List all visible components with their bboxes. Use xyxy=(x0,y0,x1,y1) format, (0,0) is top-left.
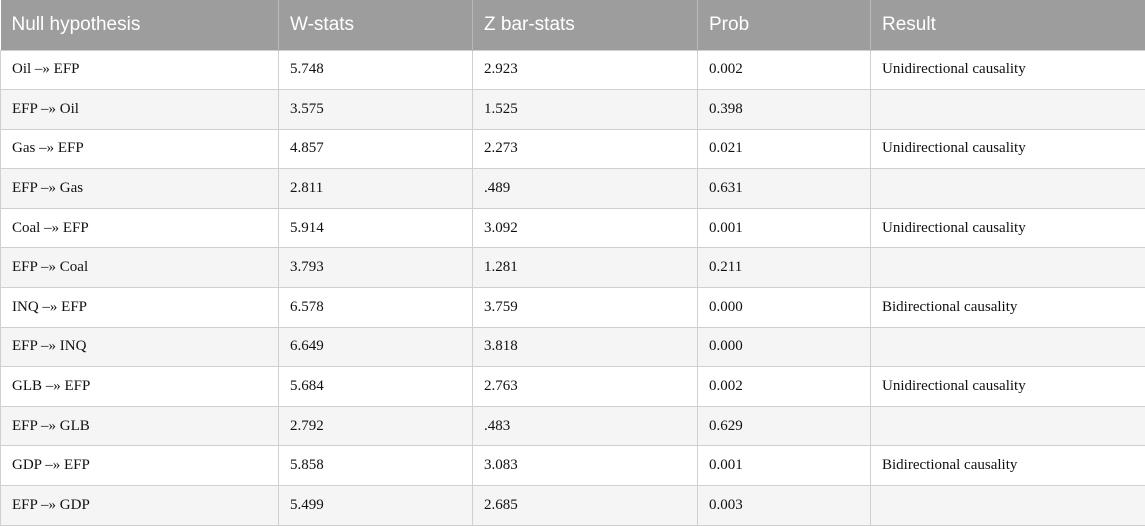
cell-w-stats: 3.793 xyxy=(279,248,473,288)
cell-result: Unidirectional causality xyxy=(871,208,1145,248)
cell-result xyxy=(871,90,1145,130)
cell-w-stats: 5.858 xyxy=(279,446,473,486)
cell-null-hypothesis: EFP –» GDP xyxy=(1,486,279,526)
cell-w-stats: 5.748 xyxy=(279,50,473,90)
header-result: Result xyxy=(871,0,1145,50)
cell-z-bar-stats: .483 xyxy=(473,406,698,446)
cell-w-stats: 2.792 xyxy=(279,406,473,446)
cell-w-stats: 5.684 xyxy=(279,367,473,407)
cell-null-hypothesis: EFP –» Coal xyxy=(1,248,279,288)
cell-null-hypothesis: Gas –» EFP xyxy=(1,129,279,169)
cell-result: Bidirectional causality xyxy=(871,446,1145,486)
table-row: GLB –» EFP 5.684 2.763 0.002 Unidirectio… xyxy=(1,367,1145,407)
table-row: EFP –» Oil 3.575 1.525 0.398 xyxy=(1,90,1145,130)
cell-w-stats: 3.575 xyxy=(279,90,473,130)
cell-null-hypothesis: EFP –» INQ xyxy=(1,327,279,367)
cell-prob: 0.002 xyxy=(698,367,871,407)
cell-result: Unidirectional causality xyxy=(871,50,1145,90)
cell-prob: 0.631 xyxy=(698,169,871,209)
cell-prob: 0.001 xyxy=(698,208,871,248)
cell-z-bar-stats: 2.923 xyxy=(473,50,698,90)
cell-prob: 0.000 xyxy=(698,327,871,367)
table-row: EFP –» INQ 6.649 3.818 0.000 xyxy=(1,327,1145,367)
cell-prob: 0.629 xyxy=(698,406,871,446)
cell-result: Unidirectional causality xyxy=(871,129,1145,169)
cell-result xyxy=(871,248,1145,288)
table-row: Oil –» EFP 5.748 2.923 0.002 Unidirectio… xyxy=(1,50,1145,90)
cell-w-stats: 2.811 xyxy=(279,169,473,209)
cell-result xyxy=(871,486,1145,526)
cell-result: Bidirectional causality xyxy=(871,288,1145,328)
cell-prob: 0.000 xyxy=(698,288,871,328)
table-row: Coal –» EFP 5.914 3.092 0.001 Unidirecti… xyxy=(1,208,1145,248)
cell-w-stats: 5.914 xyxy=(279,208,473,248)
cell-prob: 0.003 xyxy=(698,486,871,526)
cell-null-hypothesis: Oil –» EFP xyxy=(1,50,279,90)
header-null-hypothesis: Null hypothesis xyxy=(1,0,279,50)
cell-null-hypothesis: Coal –» EFP xyxy=(1,208,279,248)
table-row: EFP –» GDP 5.499 2.685 0.003 xyxy=(1,486,1145,526)
cell-prob: 0.211 xyxy=(698,248,871,288)
header-z-bar-stats: Z bar-stats xyxy=(473,0,698,50)
table-row: INQ –» EFP 6.578 3.759 0.000 Bidirection… xyxy=(1,288,1145,328)
cell-null-hypothesis: GDP –» EFP xyxy=(1,446,279,486)
cell-z-bar-stats: 2.763 xyxy=(473,367,698,407)
cell-z-bar-stats: 2.273 xyxy=(473,129,698,169)
header-prob: Prob xyxy=(698,0,871,50)
cell-z-bar-stats: 3.759 xyxy=(473,288,698,328)
cell-prob: 0.398 xyxy=(698,90,871,130)
cell-result xyxy=(871,327,1145,367)
cell-w-stats: 5.499 xyxy=(279,486,473,526)
cell-null-hypothesis: EFP –» GLB xyxy=(1,406,279,446)
table-row: EFP –» Gas 2.811 .489 0.631 xyxy=(1,169,1145,209)
cell-z-bar-stats: 2.685 xyxy=(473,486,698,526)
cell-z-bar-stats: 1.281 xyxy=(473,248,698,288)
header-row: Null hypothesis W-stats Z bar-stats Prob… xyxy=(1,0,1145,50)
table-row: EFP –» GLB 2.792 .483 0.629 xyxy=(1,406,1145,446)
cell-z-bar-stats: 3.818 xyxy=(473,327,698,367)
cell-w-stats: 6.578 xyxy=(279,288,473,328)
table-row: GDP –» EFP 5.858 3.083 0.001 Bidirection… xyxy=(1,446,1145,486)
cell-null-hypothesis: GLB –» EFP xyxy=(1,367,279,407)
table-row: EFP –» Coal 3.793 1.281 0.211 xyxy=(1,248,1145,288)
cell-prob: 0.001 xyxy=(698,446,871,486)
cell-w-stats: 6.649 xyxy=(279,327,473,367)
cell-null-hypothesis: INQ –» EFP xyxy=(1,288,279,328)
cell-null-hypothesis: EFP –» Gas xyxy=(1,169,279,209)
cell-result: Unidirectional causality xyxy=(871,367,1145,407)
cell-w-stats: 4.857 xyxy=(279,129,473,169)
cell-z-bar-stats: 1.525 xyxy=(473,90,698,130)
table-row: Gas –» EFP 4.857 2.273 0.021 Unidirectio… xyxy=(1,129,1145,169)
cell-result xyxy=(871,406,1145,446)
cell-prob: 0.021 xyxy=(698,129,871,169)
cell-z-bar-stats: .489 xyxy=(473,169,698,209)
header-w-stats: W-stats xyxy=(279,0,473,50)
cell-null-hypothesis: EFP –» Oil xyxy=(1,90,279,130)
cell-z-bar-stats: 3.083 xyxy=(473,446,698,486)
cell-result xyxy=(871,169,1145,209)
cell-prob: 0.002 xyxy=(698,50,871,90)
cell-z-bar-stats: 3.092 xyxy=(473,208,698,248)
